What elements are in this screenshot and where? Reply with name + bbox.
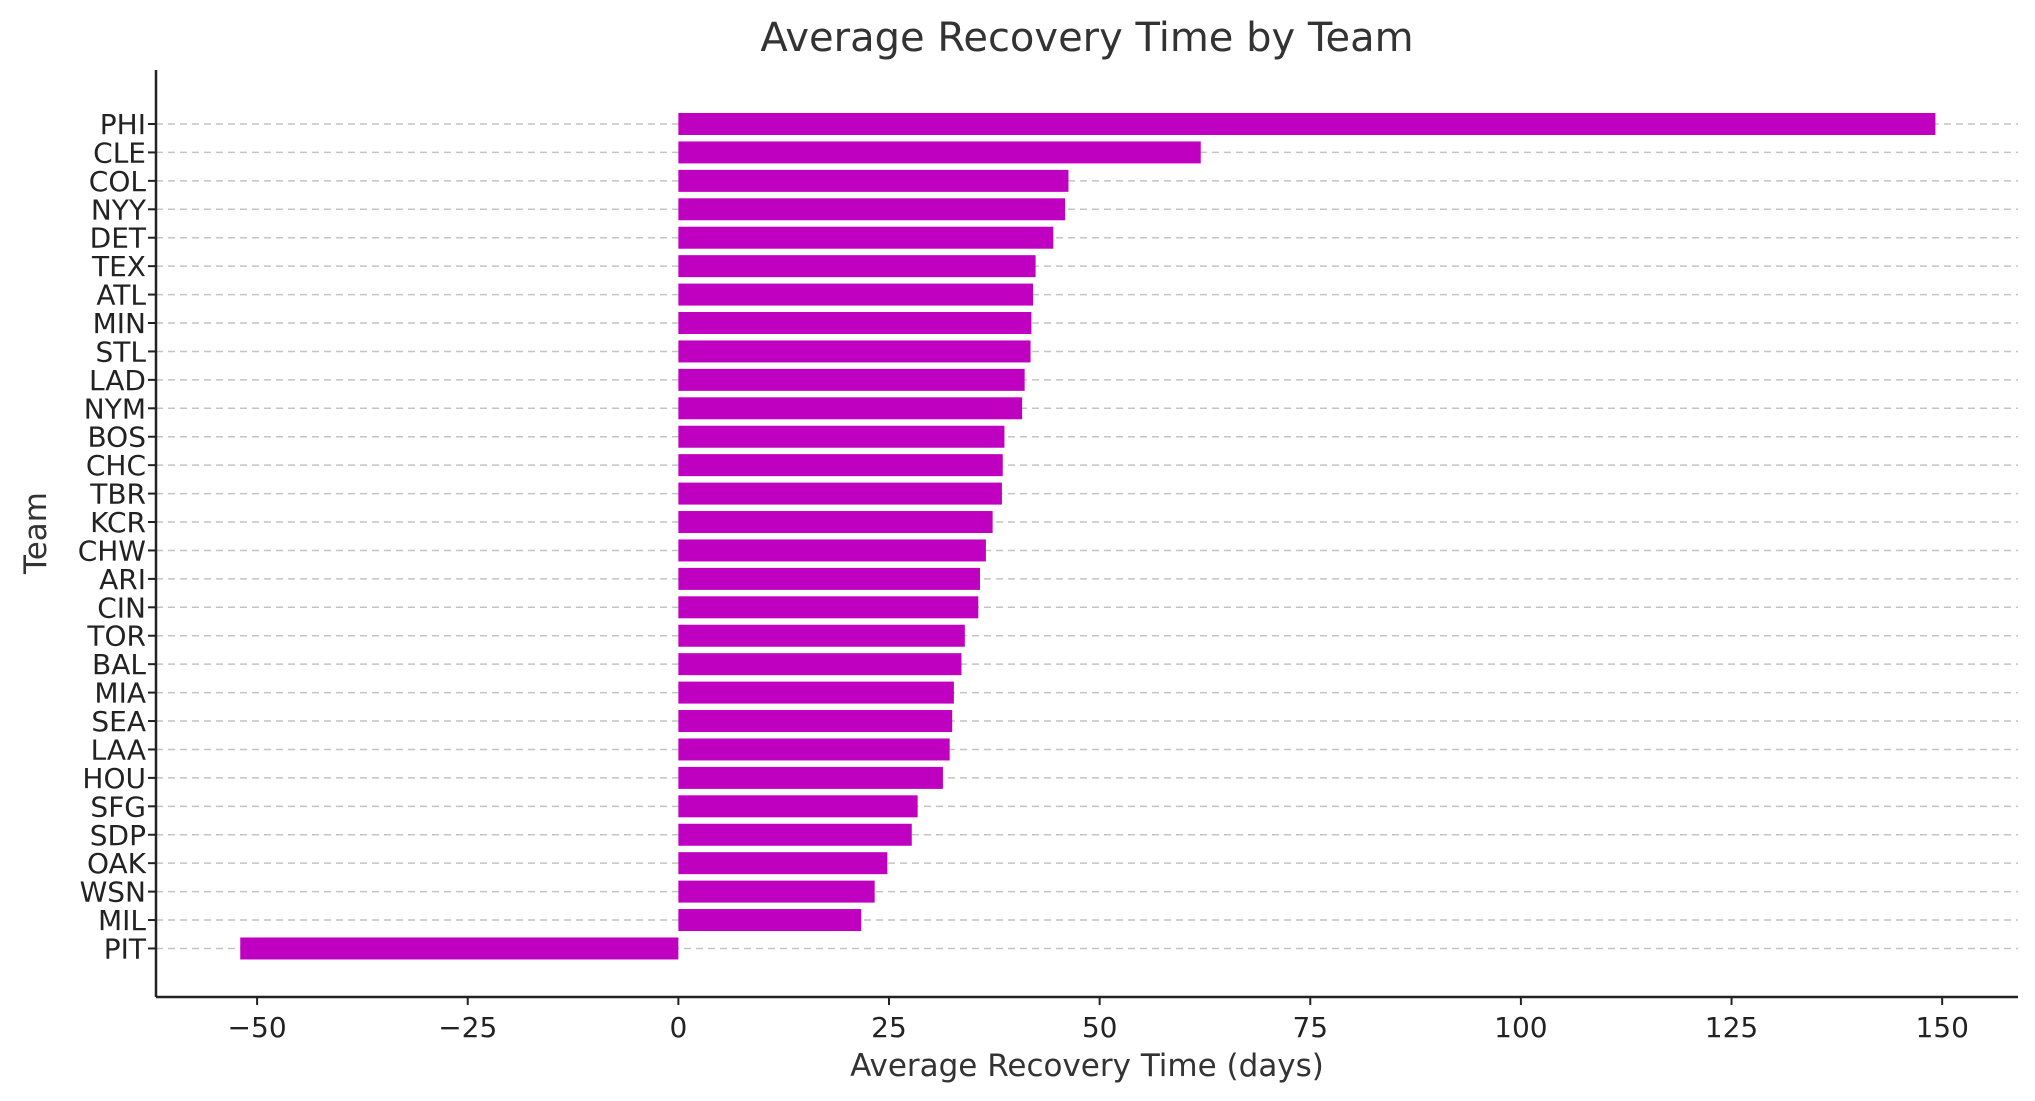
bar-mia (678, 681, 954, 704)
y-tick-label-pit: PIT (104, 932, 147, 965)
y-tick-label-phi: PHI (100, 108, 146, 141)
bar-cin (678, 596, 979, 619)
x-axis-ticks: −50 −25 0 25 50 75 100 125 150 (228, 997, 1969, 1044)
y-tick-label-nym: NYM (84, 392, 146, 425)
y-tick-label-atl: ATL (96, 279, 146, 312)
y-tick-label-sfg: SFG (90, 790, 146, 823)
x-axis-label: Average Recovery Time (days) (850, 1048, 1324, 1084)
y-tick-label-tor: TOR (86, 620, 146, 653)
x-tick-label-1: −25 (438, 1011, 497, 1044)
bar-lad (678, 368, 1025, 391)
bar-bal (678, 653, 962, 676)
grid-lines (156, 123, 2018, 950)
x-tick-label-5: 75 (1292, 1011, 1328, 1044)
y-tick-label-wsn: WSN (80, 876, 146, 909)
y-tick-label-chc: CHC (86, 449, 146, 482)
y-tick-label-bos: BOS (87, 421, 146, 454)
y-tick-label-bal: BAL (92, 648, 146, 681)
bar-stl (678, 340, 1031, 363)
bar-ari (678, 567, 980, 590)
bar-pit (240, 937, 679, 960)
bar-nym (678, 397, 1023, 420)
bar-chw (678, 539, 986, 562)
y-tick-label-sdp: SDP (90, 819, 146, 852)
y-tick-label-tex: TEX (91, 250, 146, 283)
bar-mil (678, 909, 862, 932)
y-tick-label-col: COL (89, 165, 147, 198)
bar-nyy (678, 198, 1066, 221)
y-tick-label-tbr: TBR (89, 478, 146, 511)
bar-oak (678, 852, 888, 875)
x-tick-label-2: 0 (669, 1011, 687, 1044)
y-tick-label-chw: CHW (78, 534, 146, 567)
bar-det (678, 226, 1054, 249)
bars (240, 113, 1936, 960)
x-tick-label-6: 100 (1494, 1011, 1547, 1044)
bar-sdp (678, 823, 912, 846)
y-tick-label-lad: LAD (89, 364, 146, 397)
y-tick-label-stl: STL (96, 335, 147, 368)
x-tick-label-8: 150 (1915, 1011, 1968, 1044)
bar-col (678, 169, 1069, 192)
y-tick-label-kcr: KCR (90, 506, 146, 539)
bar-wsn (678, 880, 875, 903)
y-tick-label-det: DET (90, 222, 147, 255)
y-tick-label-laa: LAA (91, 733, 146, 766)
bar-tor (678, 624, 965, 647)
x-tick-label-4: 50 (1082, 1011, 1118, 1044)
chart-title: Average Recovery Time by Team (760, 15, 1413, 61)
bar-min (678, 312, 1032, 335)
y-axis-label: Team (18, 492, 54, 575)
y-tick-label-ari: ARI (99, 563, 146, 596)
bar-bos (678, 425, 1005, 448)
bar-sfg (678, 795, 918, 818)
y-tick-label-min: MIN (93, 307, 146, 340)
y-tick-label-mia: MIA (94, 677, 146, 710)
bar-chc (678, 454, 1003, 477)
bar-cle (678, 141, 1201, 164)
bar-tbr (678, 482, 1002, 505)
bar-sea (678, 710, 953, 733)
y-axis-ticks: PHICLECOLNYYDETTEXATLMINSTLLADNYMBOSCHCT… (78, 108, 156, 965)
x-tick-label-3: 25 (871, 1011, 907, 1044)
y-tick-label-sea: SEA (91, 705, 146, 738)
bar-atl (678, 283, 1034, 306)
bar-kcr (678, 511, 993, 534)
y-tick-label-mil: MIL (98, 904, 146, 937)
y-tick-label-cle: CLE (93, 136, 146, 169)
y-tick-label-hou: HOU (82, 762, 146, 795)
x-tick-label-7: 125 (1705, 1011, 1758, 1044)
y-tick-label-nyy: NYY (91, 193, 147, 226)
y-tick-label-oak: OAK (87, 847, 147, 880)
axes (154, 70, 2018, 999)
bar-tex (678, 255, 1036, 278)
y-tick-label-cin: CIN (97, 591, 146, 624)
bar-laa (678, 738, 950, 761)
x-tick-label-0: −50 (228, 1011, 287, 1044)
bar-phi (678, 113, 1936, 135)
bar-hou (678, 766, 943, 789)
